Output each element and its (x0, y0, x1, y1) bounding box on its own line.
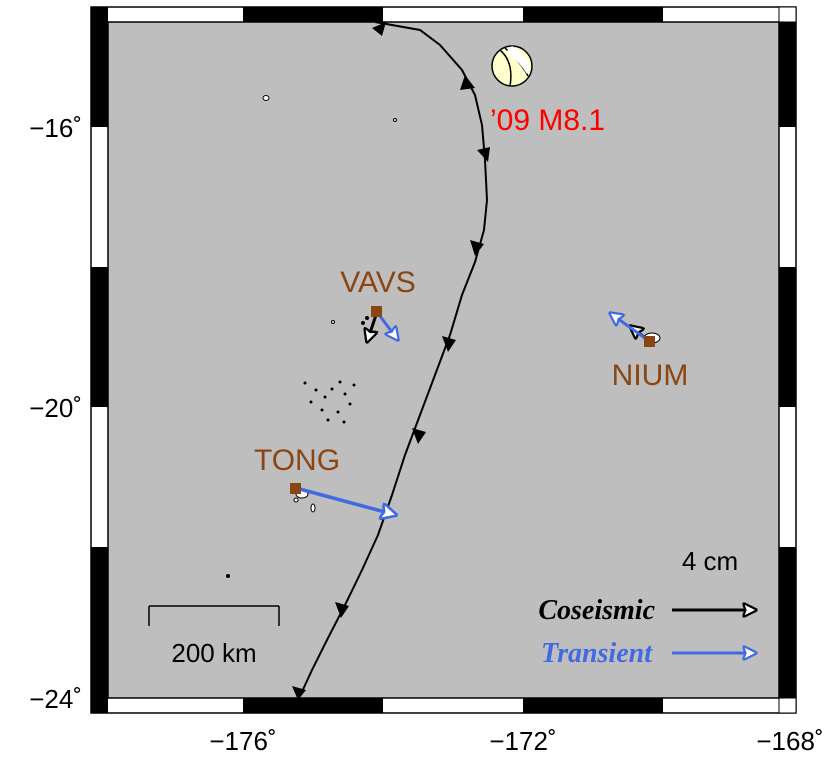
scale-bar-label: 200 km (171, 638, 256, 668)
map-ocean (107, 21, 780, 699)
station-label: VAVS (340, 266, 416, 299)
y-tick-label: −16˚ (29, 113, 82, 143)
trench-teeth (292, 22, 490, 700)
legend-reference-label: 4 cm (682, 546, 738, 576)
station-marker (371, 306, 382, 317)
y-tick-label: −24˚ (29, 684, 82, 714)
scale-bar: 200 km (148, 605, 280, 668)
station-label: NIUM (612, 359, 689, 392)
islands (226, 95, 661, 578)
y-axis-ticks: −16˚ −20˚ −24˚ (29, 113, 82, 714)
station-vavs: VAVS (340, 266, 416, 342)
earthquake-label: ’09 M8.1 (490, 104, 605, 137)
legend-coseismic-label: Coseismic (538, 595, 655, 626)
x-tick-label: −172˚ (489, 726, 556, 756)
station-tong: TONG (254, 444, 396, 515)
legend-transient-label: Transient (541, 638, 653, 669)
map-frame (90, 6, 797, 714)
station-label: TONG (254, 444, 340, 477)
beachball-icon (491, 45, 533, 87)
station-nium: NIUM (610, 313, 688, 392)
station-marker (644, 336, 655, 347)
station-marker (290, 483, 301, 494)
x-tick-label: −176˚ (209, 726, 276, 756)
transient-arrow (610, 313, 650, 343)
legend: 4 cm Coseismic Transient (538, 546, 756, 669)
transient-arrow (295, 486, 396, 515)
y-tick-label: −20˚ (29, 393, 82, 423)
x-tick-label: −168˚ (756, 726, 823, 756)
x-axis-ticks: −176˚ −172˚ −168˚ (209, 726, 823, 756)
